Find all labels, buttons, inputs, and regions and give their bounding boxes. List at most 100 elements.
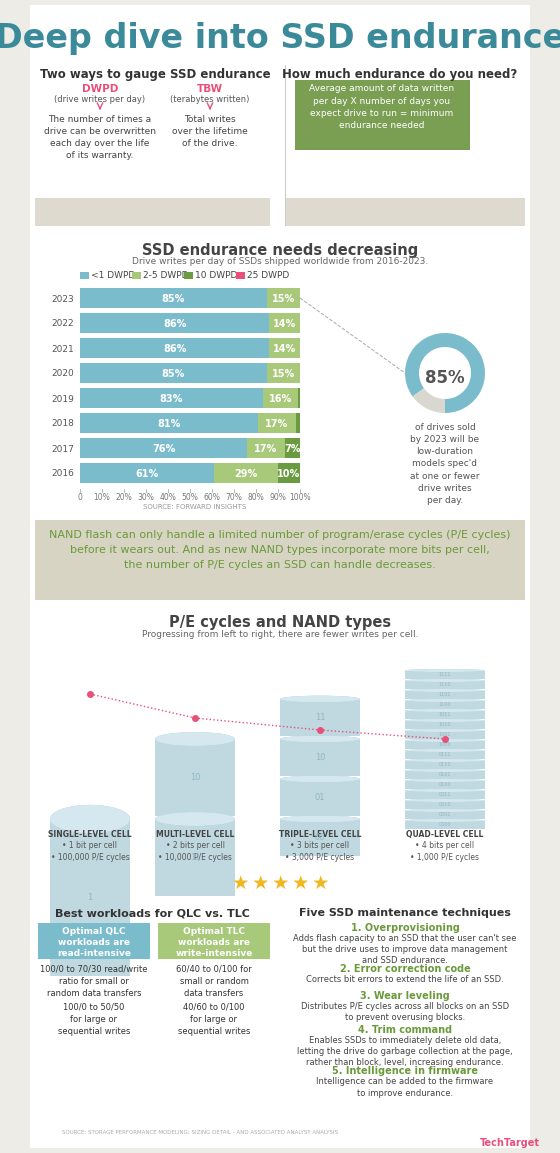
Text: MULTI-LEVEL CELL: MULTI-LEVEL CELL bbox=[156, 830, 234, 839]
Text: 1111: 1111 bbox=[438, 672, 451, 677]
Text: 1: 1 bbox=[87, 894, 92, 902]
Text: 14%: 14% bbox=[273, 344, 296, 354]
Text: • 3 bits per cell
• 3,000 P/E cycles: • 3 bits per cell • 3,000 P/E cycles bbox=[286, 841, 354, 861]
Text: Two ways to gauge SSD endurance: Two ways to gauge SSD endurance bbox=[40, 68, 270, 81]
Text: 4. Trim command: 4. Trim command bbox=[358, 1025, 452, 1035]
Bar bbox=[155, 739, 235, 816]
Ellipse shape bbox=[405, 779, 485, 782]
Text: 100/0 to 70/30 read/write
ratio for small or
random data transfers: 100/0 to 70/30 read/write ratio for smal… bbox=[40, 965, 148, 997]
Ellipse shape bbox=[405, 809, 485, 812]
Text: 0: 0 bbox=[78, 493, 82, 502]
Text: 10: 10 bbox=[190, 773, 200, 782]
Text: 29%: 29% bbox=[235, 469, 258, 478]
Wedge shape bbox=[405, 333, 485, 413]
Text: 2021: 2021 bbox=[52, 345, 74, 354]
Ellipse shape bbox=[405, 779, 485, 782]
Text: 10%: 10% bbox=[277, 469, 301, 478]
Ellipse shape bbox=[280, 815, 360, 822]
Ellipse shape bbox=[405, 759, 485, 762]
Ellipse shape bbox=[405, 689, 485, 692]
Text: 2018: 2018 bbox=[51, 420, 74, 429]
Bar bbox=[50, 819, 130, 975]
Text: DWPD: DWPD bbox=[82, 84, 118, 95]
Text: 60%: 60% bbox=[204, 493, 221, 502]
Bar bbox=[405, 781, 485, 789]
Text: 0010: 0010 bbox=[438, 802, 451, 807]
Text: 30%: 30% bbox=[138, 493, 155, 502]
Text: 1000: 1000 bbox=[438, 743, 451, 747]
Text: ★: ★ bbox=[291, 874, 309, 894]
Text: 2016: 2016 bbox=[51, 469, 74, 478]
Text: 7%: 7% bbox=[284, 444, 301, 454]
Text: TRIPLE-LEVEL CELL: TRIPLE-LEVEL CELL bbox=[279, 830, 361, 839]
Text: 01: 01 bbox=[315, 793, 325, 802]
Ellipse shape bbox=[405, 729, 485, 732]
Text: 86%: 86% bbox=[163, 319, 186, 329]
Bar bbox=[405, 800, 485, 809]
Text: Drive writes per day of SSDs shipped worldwide from 2016-2023.: Drive writes per day of SSDs shipped wor… bbox=[132, 257, 428, 266]
Text: 83%: 83% bbox=[160, 394, 183, 404]
Ellipse shape bbox=[405, 689, 485, 692]
Text: SINGLE-LEVEL CELL: SINGLE-LEVEL CELL bbox=[48, 830, 132, 839]
Ellipse shape bbox=[405, 699, 485, 702]
Text: 80%: 80% bbox=[248, 493, 264, 502]
Bar bbox=[405, 680, 485, 689]
Text: ★: ★ bbox=[271, 874, 289, 894]
Bar bbox=[405, 721, 485, 729]
Ellipse shape bbox=[155, 812, 235, 826]
Bar bbox=[80, 363, 267, 383]
Text: 2020: 2020 bbox=[52, 369, 74, 378]
Ellipse shape bbox=[405, 719, 485, 722]
Text: 17%: 17% bbox=[254, 444, 278, 454]
Ellipse shape bbox=[405, 759, 485, 762]
Bar bbox=[280, 699, 360, 736]
Ellipse shape bbox=[405, 679, 485, 683]
Text: Average amount of data written
per day X number of days you
expect drive to run : Average amount of data written per day X… bbox=[310, 84, 455, 130]
Text: 0100: 0100 bbox=[438, 782, 451, 787]
Bar bbox=[184, 272, 193, 279]
Ellipse shape bbox=[405, 699, 485, 702]
Bar bbox=[80, 438, 247, 458]
Text: 100/0 to 50/50
for large or
sequential writes: 100/0 to 50/50 for large or sequential w… bbox=[58, 1003, 130, 1035]
Text: 1110: 1110 bbox=[438, 683, 451, 687]
Bar bbox=[38, 924, 150, 959]
Text: 81%: 81% bbox=[157, 419, 181, 429]
Bar bbox=[278, 464, 300, 483]
Text: ★: ★ bbox=[251, 874, 269, 894]
Text: 50%: 50% bbox=[181, 493, 198, 502]
Ellipse shape bbox=[155, 732, 235, 746]
Text: 2022: 2022 bbox=[52, 319, 74, 329]
Bar bbox=[80, 338, 269, 357]
Text: Five SSD maintenance techniques: Five SSD maintenance techniques bbox=[299, 909, 511, 918]
Bar bbox=[30, 5, 530, 1148]
Ellipse shape bbox=[405, 729, 485, 732]
Ellipse shape bbox=[405, 669, 485, 672]
Text: SOURCE: FORWARD INSIGHTS: SOURCE: FORWARD INSIGHTS bbox=[143, 504, 246, 510]
Text: 15%: 15% bbox=[272, 369, 295, 379]
Bar bbox=[405, 791, 485, 799]
Text: (drive writes per day): (drive writes per day) bbox=[54, 95, 146, 104]
Text: 2-5 DWPD: 2-5 DWPD bbox=[143, 271, 189, 280]
Bar bbox=[236, 272, 245, 279]
Text: Optimal QLC
workloads are
read-intensive: Optimal QLC workloads are read-intensive bbox=[57, 927, 131, 958]
Text: ★: ★ bbox=[231, 874, 249, 894]
Bar bbox=[269, 338, 300, 357]
Bar bbox=[35, 198, 270, 226]
Text: 20%: 20% bbox=[115, 493, 132, 502]
Text: 10 DWPD: 10 DWPD bbox=[195, 271, 237, 280]
Text: Enables SSDs to immediately delete old data,
letting the drive do garbage collec: Enables SSDs to immediately delete old d… bbox=[297, 1037, 513, 1068]
Bar bbox=[405, 671, 485, 679]
Ellipse shape bbox=[155, 812, 235, 826]
Bar bbox=[295, 80, 470, 150]
Text: 2019: 2019 bbox=[51, 394, 74, 404]
Text: 40%: 40% bbox=[160, 493, 176, 502]
Text: 0110: 0110 bbox=[438, 762, 451, 767]
Bar bbox=[35, 520, 525, 600]
Text: Intelligence can be added to the firmware
to improve endurance.: Intelligence can be added to the firmwar… bbox=[316, 1078, 493, 1098]
Bar bbox=[405, 740, 485, 749]
Text: 85%: 85% bbox=[425, 369, 465, 387]
Text: 1011: 1011 bbox=[438, 713, 451, 717]
Bar bbox=[80, 288, 267, 308]
Bar bbox=[155, 819, 235, 896]
Text: Deep dive into SSD endurance: Deep dive into SSD endurance bbox=[0, 22, 560, 55]
